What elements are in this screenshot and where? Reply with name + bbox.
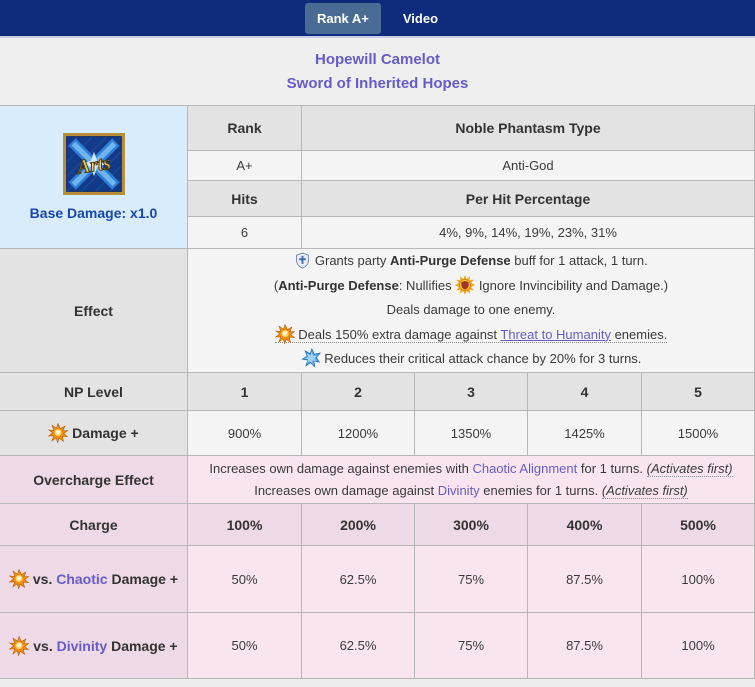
activates-first-note: (Activates first) (646, 460, 733, 477)
divinity-link[interactable]: Divinity (437, 482, 480, 498)
effect-line-crit-down: Reduces their critical attack chance by … (198, 347, 744, 372)
charge-value: 200% (302, 504, 415, 546)
vs-divinity-row-header: vs. Divinity Damage + (0, 613, 188, 679)
effect-text-cell: Grants party Anti-Purge Defense buff for… (188, 249, 755, 373)
np-level-5: 5 (642, 373, 755, 411)
tab-bar: Rank A+ Video (0, 0, 755, 38)
tab-video[interactable]: Video (402, 10, 439, 26)
activates-first-note: (Activates first) (601, 482, 688, 499)
vs-divinity-value: 50% (188, 613, 302, 679)
page-background (0, 679, 755, 687)
defense-up-shield-icon (294, 252, 311, 269)
np-title-block: Hopewill Camelot Sword of Inherited Hope… (0, 38, 755, 105)
effect-header: Effect (0, 249, 188, 373)
rank-header: Rank (188, 106, 302, 151)
damage-row-header: Damage + (0, 411, 188, 456)
base-damage-label: Base Damage: x1.0 (29, 205, 158, 221)
vs-chaotic-value: 50% (188, 546, 302, 613)
damage-value: 1500% (642, 411, 755, 456)
damage-value: 1200% (302, 411, 415, 456)
chaotic-link[interactable]: Chaotic (56, 571, 108, 587)
charge-value: 100% (188, 504, 302, 546)
special-damage-starburst-icon (9, 636, 29, 656)
vs-divinity-value: 62.5% (302, 613, 415, 679)
effect-line-nullify: (Anti-Purge Defense: Nullifies Ignore In… (198, 274, 744, 299)
charge-value: 500% (642, 504, 755, 546)
overcharge-line-chaotic: Increases own damage against enemies wit… (209, 460, 733, 477)
np-stats-table: Base Damage: x1.0 Rank Noble Phantasm Ty… (0, 105, 755, 679)
vs-chaotic-value: 62.5% (302, 546, 415, 613)
damage-value: 1350% (415, 411, 528, 456)
np-level-1: 1 (188, 373, 302, 411)
effect-line-damage: Deals damage to one enemy. (386, 302, 556, 318)
threat-to-humanity-link[interactable]: Threat to Humanity (500, 326, 611, 342)
np-level-2: 2 (302, 373, 415, 411)
vs-chaotic-value: 87.5% (528, 546, 642, 613)
divinity-link[interactable]: Divinity (56, 637, 108, 654)
crit-chance-down-icon (301, 348, 321, 368)
tab-rank-a-plus[interactable]: Rank A+ (304, 2, 381, 34)
card-type-cell: Base Damage: x1.0 (0, 106, 188, 249)
special-damage-starburst-icon (275, 324, 295, 344)
np-name-link[interactable]: Hopewill Camelot (314, 51, 441, 68)
np-type-value: Anti-God (302, 151, 755, 181)
charge-row-header: Charge (0, 504, 188, 546)
charge-value: 400% (528, 504, 642, 546)
overcharge-header: Overcharge Effect (0, 456, 188, 504)
np-subtitle-link[interactable]: Sword of Inherited Hopes (286, 75, 469, 92)
hits-header: Hits (188, 181, 302, 217)
special-damage-starburst-icon (9, 569, 29, 589)
hits-value: 6 (188, 217, 302, 249)
vs-chaotic-row-header: vs. Chaotic Damage + (0, 546, 188, 613)
chaotic-alignment-link[interactable]: Chaotic Alignment (472, 460, 578, 476)
per-hit-header: Per Hit Percentage (302, 181, 755, 217)
special-damage-starburst-icon (48, 423, 68, 443)
vs-divinity-value: 100% (642, 613, 755, 679)
overcharge-line-divinity: Increases own damage against Divinity en… (254, 482, 688, 499)
np-type-header: Noble Phantasm Type (302, 106, 755, 151)
per-hit-value: 4%, 9%, 14%, 19%, 23%, 31% (302, 217, 755, 249)
ignore-invincibility-icon (455, 275, 475, 295)
np-level-3: 3 (415, 373, 528, 411)
damage-value: 1425% (528, 411, 642, 456)
charge-value: 300% (415, 504, 528, 546)
damage-value: 900% (188, 411, 302, 456)
overcharge-text-cell: Increases own damage against enemies wit… (188, 456, 755, 504)
effect-line-extra-damage: Deals 150% extra damage against Threat t… (198, 323, 744, 348)
vs-chaotic-value: 100% (642, 546, 755, 613)
vs-divinity-value: 75% (415, 613, 528, 679)
np-level-header: NP Level (0, 373, 188, 411)
rank-value: A+ (188, 151, 302, 181)
np-level-4: 4 (528, 373, 642, 411)
effect-line-defense: Grants party Anti-Purge Defense buff for… (198, 249, 744, 274)
vs-chaotic-value: 75% (415, 546, 528, 613)
arts-card-icon (63, 133, 125, 195)
vs-divinity-value: 87.5% (528, 613, 642, 679)
